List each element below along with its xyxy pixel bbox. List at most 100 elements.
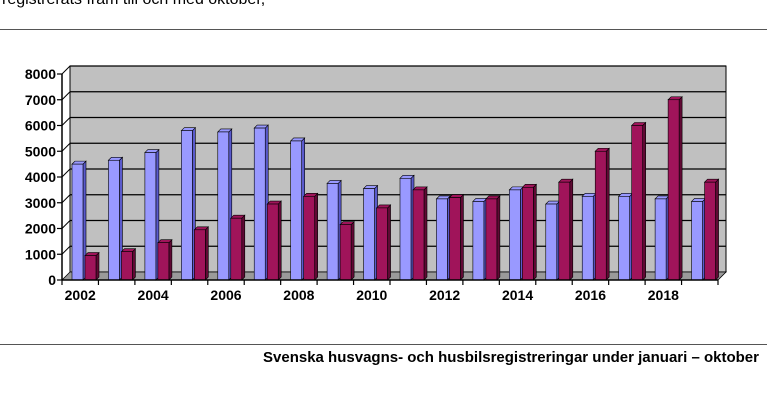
bar-side xyxy=(605,147,610,281)
bar-series-1-2009 xyxy=(326,179,342,281)
bar-series-1-2002 xyxy=(71,160,87,281)
bar-front xyxy=(376,207,388,281)
bar-front xyxy=(181,130,193,281)
bar-series-2-2017 xyxy=(630,121,647,281)
bar-series-1-2017 xyxy=(617,192,634,281)
y-tick-label: 5000 xyxy=(25,143,56,159)
bar-side xyxy=(387,204,391,281)
bar-front xyxy=(157,242,170,281)
bar-series-1-2012 xyxy=(435,195,452,281)
bar-series-2-2003 xyxy=(120,247,137,281)
bar-front xyxy=(144,152,157,281)
header-partial-text: registrerats fram till och med oktober, xyxy=(2,0,265,9)
gridlines xyxy=(61,65,726,255)
y-tick-label: 7000 xyxy=(25,92,56,108)
x-tick-label: 2002 xyxy=(65,287,96,303)
bar-front xyxy=(704,181,716,281)
bar-front xyxy=(108,159,120,281)
y-tick-label: 4000 xyxy=(25,169,56,185)
bar-side xyxy=(642,121,646,281)
bar-front xyxy=(691,201,703,281)
bar-side xyxy=(715,178,719,281)
bar-front xyxy=(339,224,352,281)
bar-side xyxy=(569,178,574,281)
bar-front xyxy=(436,198,448,281)
bar-front xyxy=(121,251,133,281)
x-tick-label: 2014 xyxy=(502,287,533,303)
bar-series-1-2013 xyxy=(472,197,488,281)
bottom-divider xyxy=(0,344,767,345)
bar-series-1-2018 xyxy=(654,195,670,281)
bar-front xyxy=(472,201,485,281)
bar-series-2-2016 xyxy=(594,147,610,281)
x-tick-label: 2016 xyxy=(575,287,606,303)
bar-series-1-2003 xyxy=(107,156,124,281)
bar-side xyxy=(168,238,173,281)
bar-front xyxy=(618,196,630,281)
bar-front xyxy=(594,150,607,281)
bar-side xyxy=(95,251,100,281)
bars xyxy=(71,96,720,281)
bar-series-2-2013 xyxy=(485,195,501,281)
bar-series-1-2019 xyxy=(690,197,707,281)
bar-series-2-2014 xyxy=(521,183,538,281)
bar-front xyxy=(399,177,412,281)
bar-front xyxy=(522,187,534,281)
x-tick-label: 2010 xyxy=(356,287,387,303)
x-tick-label: 2008 xyxy=(283,287,314,303)
x-tick-label: 2012 xyxy=(429,287,460,303)
gridline-diagonal xyxy=(61,168,71,178)
gridline-diagonal xyxy=(61,91,71,101)
bar-series-1-2004 xyxy=(144,148,160,281)
bar-series-2-2010 xyxy=(375,204,392,281)
gridline-diagonal xyxy=(61,65,71,75)
x-tick-label: 2018 xyxy=(648,287,679,303)
bar-side xyxy=(460,193,464,281)
bar-front xyxy=(303,196,315,281)
bar-series-1-2016 xyxy=(581,192,597,281)
bar-side xyxy=(205,226,209,281)
y-tick-label: 3000 xyxy=(25,195,56,211)
bar-series-1-2005 xyxy=(180,126,197,281)
bar-series-2-2012 xyxy=(448,193,465,281)
bar-front xyxy=(581,196,594,281)
bar-series-2-2008 xyxy=(302,192,319,281)
bar-front xyxy=(412,189,425,281)
bar-side xyxy=(533,183,537,281)
bar-front xyxy=(71,163,84,281)
bar-series-2-2019 xyxy=(703,178,720,281)
bar-side xyxy=(350,220,355,281)
y-tick-label: 8000 xyxy=(25,66,56,82)
y-tick-label: 2000 xyxy=(25,221,56,237)
y-tick-label: 0 xyxy=(48,272,56,288)
x-tick-label: 2004 xyxy=(138,287,169,303)
chart-caption: Svenska husvagns- och husbilsregistrerin… xyxy=(263,349,759,366)
gridline-diagonal xyxy=(61,142,71,152)
bar-side xyxy=(132,247,136,281)
bar-series-1-2014 xyxy=(508,186,525,281)
x-axis-tick-labels: 2002 2004 2006 2008 2010 2012 2014 2016 2018 xyxy=(65,287,679,303)
bar-front xyxy=(326,183,339,281)
bar-side xyxy=(423,186,428,281)
bar-series-2-2006 xyxy=(230,214,246,281)
bar-series-1-2007 xyxy=(253,124,269,281)
gridline-diagonal xyxy=(61,220,71,229)
bar-side xyxy=(241,214,246,281)
bar-front xyxy=(194,229,206,281)
bar-front xyxy=(558,181,571,281)
bar-front xyxy=(230,217,243,281)
bar-series-1-2011 xyxy=(399,174,415,281)
y-tick-label: 6000 xyxy=(25,118,56,134)
bar-front xyxy=(217,131,230,281)
header-partial-text-area: registrerats fram till och med oktober, xyxy=(0,0,767,14)
bar-series-1-2008 xyxy=(289,137,306,281)
bar-side xyxy=(314,192,318,281)
bar-front xyxy=(667,99,680,281)
gridline-diagonal xyxy=(61,245,71,255)
bar-series-2-2011 xyxy=(412,186,428,281)
bar-series-2-2018 xyxy=(667,96,683,281)
bar-series-1-2006 xyxy=(217,128,233,281)
axes xyxy=(57,73,719,285)
bar-series-2-2005 xyxy=(193,226,210,281)
